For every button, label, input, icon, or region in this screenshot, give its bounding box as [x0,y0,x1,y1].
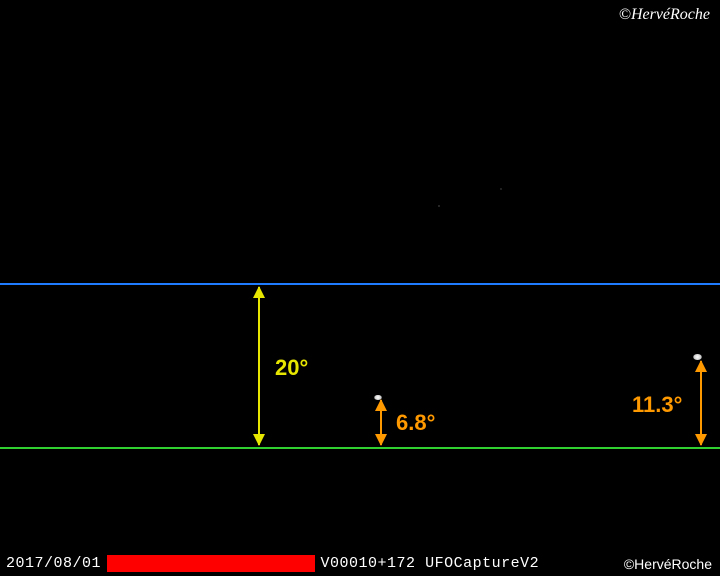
angle-arrow-a11_3 [700,361,702,445]
star-0 [374,395,382,400]
credit-bottom: ©HervéRoche [624,556,712,572]
faint-dot-1 [500,188,502,190]
angle-label-a11_3: 11.3° [632,392,682,418]
sky-frame: 20° 6.8° 11.3° ©HervéRoche 2017/08/01 00:4… [0,0,720,576]
angle-label-a20: 20° [275,355,308,381]
star-1 [693,354,702,360]
angle-label-a6_8: 6.8° [396,410,435,436]
status-bar: 2017/08/01 00:40:00.0 0007 00001 V00010+… [6,555,539,572]
faint-dot-0 [438,205,440,207]
horizon-line [0,447,720,449]
angle-arrow-a20 [258,287,260,445]
status-date: 2017/08/01 [6,555,101,572]
angle-arrow-a6_8 [380,400,382,445]
reference-line-upper [0,283,720,285]
status-timecode: 00:40:00.0 0007 00001 [107,555,315,572]
credit-top: ©HervéRoche [619,6,710,24]
status-software: V00010+172 UFOCaptureV2 [321,555,540,572]
